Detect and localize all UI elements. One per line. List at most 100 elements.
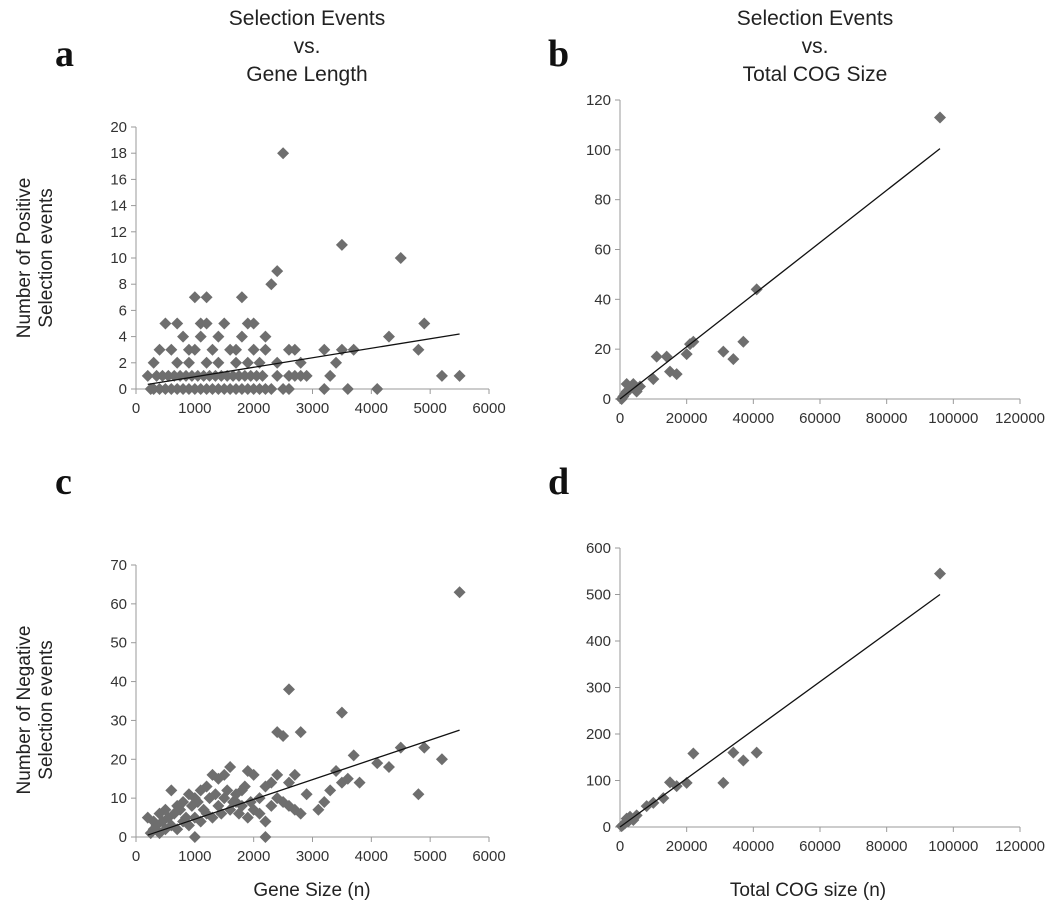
data-point: [159, 317, 172, 330]
data-point: [934, 567, 946, 580]
x-tick-label: 60000: [799, 410, 841, 427]
data-point: [382, 761, 395, 774]
data-point: [191, 796, 204, 809]
data-point: [657, 792, 670, 805]
data-point: [620, 378, 633, 391]
data-point: [294, 807, 307, 820]
x-tick-label: 4000: [355, 400, 388, 417]
data-point: [277, 729, 290, 742]
panel-c: c 0 10 20 30 40 50 60 70 0 1000 2000 3000 4000 5000 600…: [14, 461, 506, 901]
data-point: [241, 356, 254, 369]
y-tick-label: 4: [119, 329, 127, 346]
data-point: [300, 788, 313, 801]
data-point: [171, 317, 184, 330]
data-point: [453, 586, 466, 599]
y-tick-label: 300: [586, 680, 611, 697]
y-tick-label: 20: [110, 119, 127, 136]
data-point: [371, 757, 384, 770]
data-point: [453, 369, 466, 382]
data-point: [271, 265, 284, 278]
data-point: [182, 788, 195, 801]
data-point: [177, 330, 190, 343]
y-tick-label: 0: [119, 381, 127, 398]
data-point: [282, 383, 295, 395]
data-point: [256, 369, 269, 382]
x-tick-label: 40000: [732, 410, 774, 427]
y-tick-label: 120: [586, 92, 611, 109]
data-point: [324, 784, 337, 797]
data-point: [750, 283, 763, 296]
panel-letter: d: [548, 461, 569, 503]
data-point: [265, 383, 278, 395]
y-tick-label: 2: [119, 355, 127, 372]
x-tick-label: 80000: [866, 410, 908, 427]
data-point: [737, 754, 750, 767]
data-point: [271, 369, 284, 382]
data-point: [194, 317, 207, 330]
y-tick-label: 10: [110, 250, 127, 267]
data-point: [412, 788, 425, 801]
data-point: [188, 291, 201, 304]
data-point: [435, 753, 448, 766]
y-tick-label: 60: [594, 242, 611, 259]
data-point: [435, 369, 448, 382]
data-point: [680, 776, 693, 789]
data-point: [288, 343, 301, 356]
data-point: [241, 811, 254, 824]
y-tick-label: 20: [594, 341, 611, 358]
data-point: [347, 749, 360, 762]
data-point: [238, 780, 251, 793]
data-point: [165, 784, 178, 797]
data-point: [318, 343, 331, 356]
x-tick-label: 0: [132, 400, 140, 417]
data-point: [200, 356, 213, 369]
data-point: [235, 330, 248, 343]
x-tick-label: 120000: [995, 838, 1045, 855]
data-point: [194, 784, 207, 797]
panel-a: a Selection Events vs. Gene Length 0 2 4 6 8 10 12…: [14, 7, 506, 417]
y-tick-label: 14: [110, 198, 127, 215]
y-tick-label: 400: [586, 633, 611, 650]
chart-title-line: Total COG Size: [743, 63, 888, 86]
y-tick-label: 0: [603, 391, 611, 408]
trendline: [147, 729, 460, 836]
data-point: [230, 788, 243, 801]
data-point: [171, 356, 184, 369]
data-point: [324, 369, 337, 382]
y-tick-label: 500: [586, 587, 611, 604]
data-point: [165, 343, 178, 356]
y-tick-label: 80: [594, 192, 611, 209]
data-point: [371, 383, 384, 395]
data-point: [265, 799, 278, 812]
x-tick-label: 6000: [472, 848, 505, 865]
data-point: [259, 330, 272, 343]
y-tick-label: 100: [586, 773, 611, 790]
data-point: [330, 764, 343, 777]
data-point: [212, 356, 225, 369]
data-point: [412, 343, 425, 356]
data-point: [294, 369, 307, 382]
x-tick-label: 0: [132, 848, 140, 865]
x-tick-label: 1000: [178, 848, 211, 865]
data-point: [200, 291, 213, 304]
data-point: [230, 343, 243, 356]
y-tick-label: 600: [586, 540, 611, 557]
data-point: [318, 796, 331, 809]
y-tick-label: 40: [110, 674, 127, 691]
data-point: [209, 788, 222, 801]
data-point: [188, 343, 201, 356]
data-point: [341, 772, 354, 785]
x-axis-label: Total COG size (n): [730, 880, 886, 901]
data-point: [259, 815, 272, 828]
x-tick-label: 0: [616, 838, 624, 855]
data-point: [282, 683, 295, 696]
data-point: [206, 768, 219, 781]
data-point: [353, 776, 366, 789]
y-tick-label: 0: [119, 829, 127, 846]
x-tick-label: 5000: [413, 848, 446, 865]
x-axis-label: Gene Size (n): [253, 880, 370, 901]
data-point: [680, 348, 693, 361]
y-tick-label: 6: [119, 302, 127, 319]
data-point: [312, 803, 325, 816]
